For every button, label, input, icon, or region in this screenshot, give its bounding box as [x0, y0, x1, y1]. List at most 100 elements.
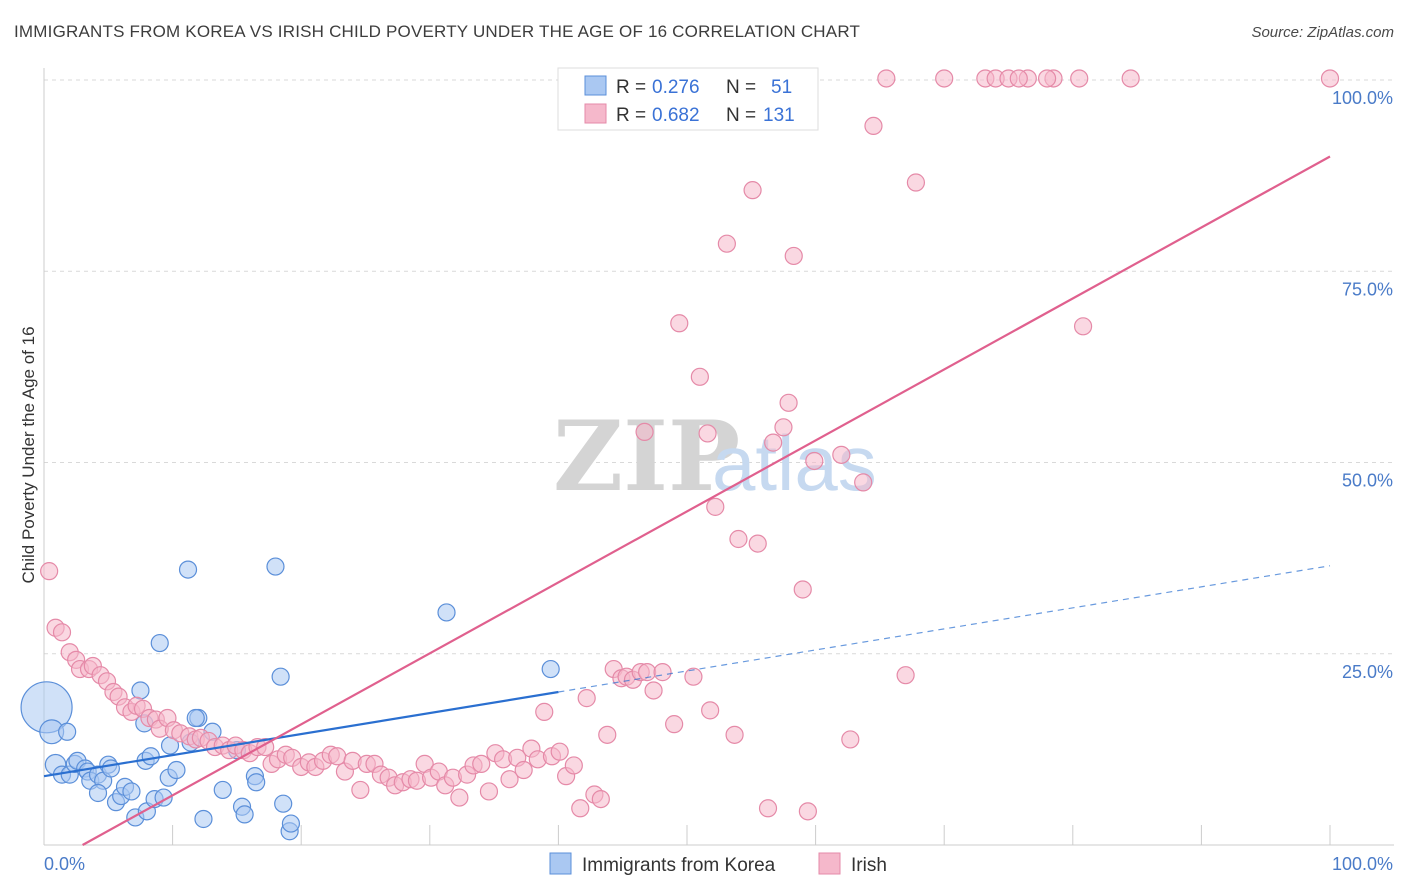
irish-point [684, 667, 703, 686]
irish-point [793, 580, 812, 599]
irish-point [653, 663, 672, 682]
x-tick-label-min: 0.0% [44, 854, 85, 874]
irish-point [598, 725, 617, 744]
y-tick-label: 25.0% [1342, 662, 1393, 682]
korea-point [266, 557, 285, 576]
irish-point [472, 754, 491, 774]
irish-point [577, 689, 596, 708]
chart-source: Source: ZipAtlas.com [1251, 24, 1394, 41]
irish-point [896, 666, 915, 685]
y-tick-label: 100.0% [1332, 88, 1393, 108]
irish-point [535, 702, 554, 721]
tick-labels: 25.0% 50.0% 75.0% 100.0% 0.0% 100.0% [44, 88, 1393, 874]
korea-r-value: 0.276 [652, 77, 700, 98]
irish-r-value: 0.682 [652, 105, 700, 126]
irish-point [550, 742, 569, 761]
irish-point [40, 562, 59, 581]
watermark: ZIP atlas [553, 400, 877, 513]
irish-point [698, 424, 717, 443]
irish-point [571, 799, 590, 818]
irish-r-label: R = [616, 105, 646, 126]
legend-irish-label: Irish [851, 855, 887, 876]
korea-point [274, 794, 293, 813]
korea-point [186, 708, 205, 728]
watermark-atlas: atlas [712, 419, 877, 507]
irish-point [1121, 69, 1140, 88]
korea-point [281, 814, 301, 833]
irish-point [690, 367, 709, 386]
irish-point [864, 116, 883, 136]
irish-trend-line [82, 155, 1331, 846]
irish-point [564, 756, 583, 775]
y-axis-title: Child Poverty Under the Age of 16 [19, 326, 38, 583]
irish-point [906, 173, 926, 192]
series-legend: Immigrants from Korea Irish [549, 852, 887, 876]
chart-title: IMMIGRANTS FROM KOREA VS IRISH CHILD POV… [14, 22, 861, 41]
irish-point [877, 69, 896, 88]
irish-legend-swatch [584, 103, 607, 124]
korea-legend-swatch [584, 75, 607, 96]
irish-point [764, 433, 783, 452]
korea-trend-line [43, 690, 559, 778]
irish-point [701, 701, 720, 720]
irish-point [706, 497, 725, 516]
korea-point [541, 659, 560, 679]
irish-point [743, 181, 762, 200]
irish-point [670, 314, 689, 333]
korea-point [101, 759, 120, 778]
irish-point [854, 473, 873, 492]
irish-point [758, 799, 778, 818]
korea-point [122, 782, 141, 801]
irish-point [351, 780, 370, 800]
y-tick-label: 75.0% [1342, 279, 1393, 299]
irish-point [784, 246, 803, 266]
stats-legend: R = 0.276 N = 51 R = 0.682 N = 131 [557, 67, 819, 131]
korea-point [58, 722, 77, 741]
irish-point [1070, 69, 1089, 88]
irish-n-label: N = [726, 105, 756, 126]
irish-series-points [40, 69, 1340, 821]
irish-point [725, 725, 744, 744]
x-tick-label-max: 100.0% [1332, 854, 1393, 874]
korea-point [271, 667, 290, 686]
irish-point [717, 234, 736, 253]
irish-point [805, 451, 824, 471]
legend-irish-swatch [818, 852, 841, 875]
irish-point [450, 788, 469, 807]
irish-point [591, 789, 610, 809]
korea-trend-extension [558, 565, 1331, 693]
korea-point [150, 633, 169, 653]
y-tick-label: 50.0% [1342, 471, 1393, 491]
irish-point [1037, 69, 1057, 88]
korea-point [235, 805, 254, 824]
irish-point [832, 445, 851, 464]
korea-point [141, 747, 160, 766]
irish-point [500, 770, 519, 789]
irish-point [779, 393, 798, 412]
irish-point [748, 534, 767, 553]
irish-point [514, 760, 533, 780]
watermark-zip: ZIP [553, 400, 740, 513]
korea-point [131, 681, 150, 700]
korea-point [247, 773, 266, 792]
irish-point [1320, 69, 1340, 88]
irish-point [635, 422, 654, 441]
irish-point [798, 802, 817, 821]
legend-korea-swatch [549, 852, 572, 875]
korea-point [194, 809, 213, 829]
legend-korea-label: Immigrants from Korea [582, 855, 776, 876]
korea-n-label: N = [726, 77, 756, 98]
irish-point [774, 418, 793, 437]
korea-point [213, 780, 232, 800]
irish-point [479, 782, 499, 801]
irish-point [644, 681, 663, 700]
korea-point [178, 560, 198, 579]
irish-point [935, 69, 954, 88]
korea-n-value: 51 [771, 77, 792, 98]
gridlines [44, 79, 1394, 655]
irish-point [665, 715, 684, 734]
irish-n-value: 131 [763, 105, 795, 126]
korea-point [437, 603, 456, 622]
trend-lines [43, 155, 1331, 846]
